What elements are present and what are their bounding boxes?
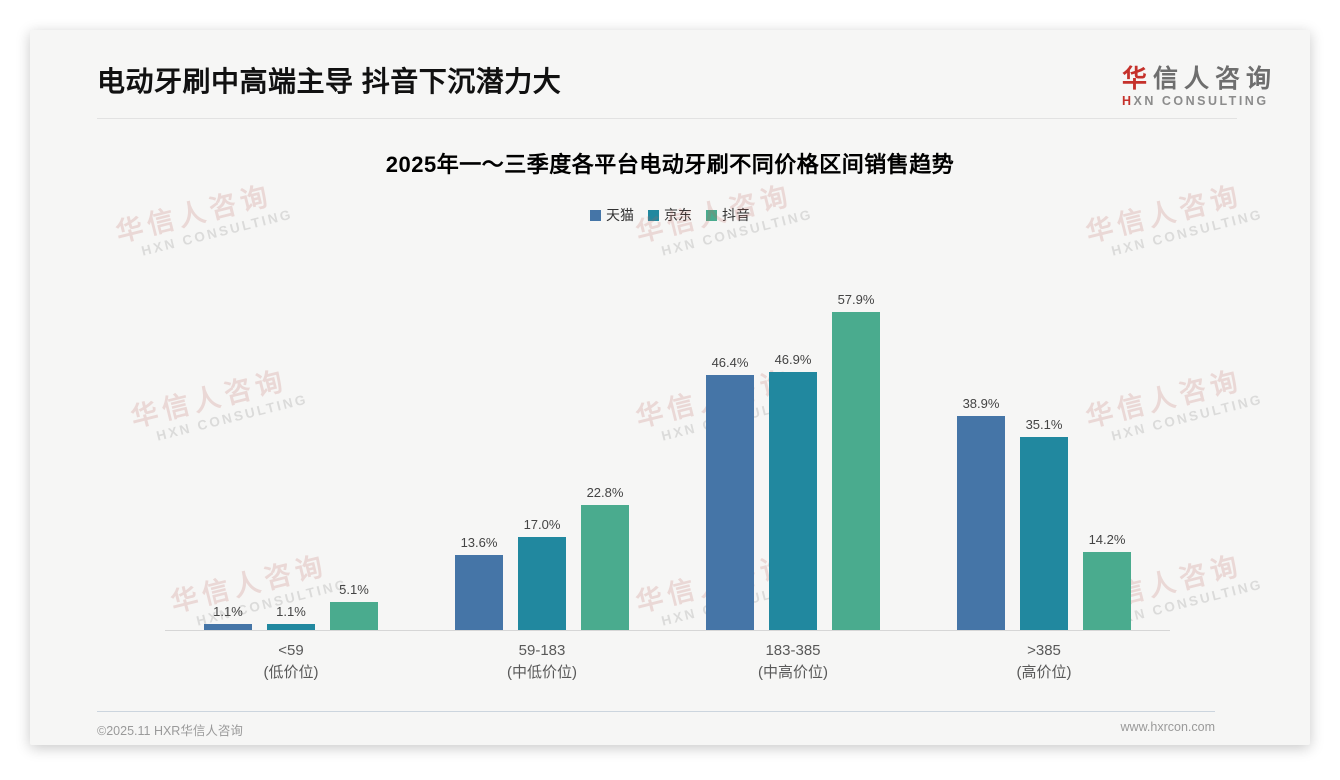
footer-copyright: ©2025.11 HXR华信人咨询 bbox=[97, 724, 243, 738]
bar-group: 46.4% 46.9% 57.9% bbox=[706, 292, 880, 630]
legend-label: 天猫 bbox=[606, 207, 634, 224]
bar-value-label: 13.6% bbox=[460, 535, 498, 550]
bar-抖音-183-385[interactable] bbox=[832, 312, 880, 630]
bar-value-label: 5.1% bbox=[339, 582, 369, 597]
category-label: 59-183 (中低价位) bbox=[507, 642, 577, 681]
bar-group: 13.6% 17.0% 22.8% bbox=[455, 485, 629, 630]
bar-value-label: 38.9% bbox=[962, 396, 1000, 411]
logo-cn-text: 华信人咨询 bbox=[1121, 65, 1277, 93]
legend-swatch bbox=[590, 209, 601, 221]
chart-plot: 1.1% 1.1% 5.1% 13.6% 17.0% 22.8% 46.4% 46.9% 57.… bbox=[165, 285, 1170, 631]
bar-京东-183-385[interactable] bbox=[769, 372, 817, 630]
bar-group: 1.1% 1.1% 5.1% bbox=[204, 582, 378, 630]
legend-item-京东[interactable]: 京东 bbox=[648, 205, 692, 225]
bar-抖音-<59[interactable] bbox=[330, 602, 378, 630]
header-divider bbox=[97, 118, 1237, 120]
bar-column: 57.9% bbox=[832, 292, 880, 630]
chart-categories: <59 (低价位) 59-183 (中低价位) 183-385 (中高价位) >385 (高价… bbox=[165, 640, 1170, 684]
bar-value-label: 22.8% bbox=[586, 485, 624, 500]
bar-column: 35.1% bbox=[1020, 417, 1068, 630]
bar-京东-59-183[interactable] bbox=[518, 537, 566, 630]
legend-item-抖音[interactable]: 抖音 bbox=[706, 205, 750, 225]
legend-label: 抖音 bbox=[722, 207, 750, 224]
bar-京东->385[interactable] bbox=[1020, 437, 1068, 630]
bar-抖音->385[interactable] bbox=[1083, 552, 1131, 630]
bar-value-label: 35.1% bbox=[1025, 417, 1063, 432]
bar-天猫->385[interactable] bbox=[957, 416, 1005, 630]
bar-value-label: 46.4% bbox=[711, 355, 749, 370]
category-label: >385 (高价位) bbox=[1016, 642, 1072, 681]
legend-swatch bbox=[706, 209, 717, 221]
bar-value-label: 17.0% bbox=[523, 517, 561, 532]
bar-column: 46.4% bbox=[706, 355, 754, 630]
bar-value-label: 46.9% bbox=[774, 352, 812, 367]
bar-column: 22.8% bbox=[581, 485, 629, 630]
legend-label: 京东 bbox=[664, 207, 692, 224]
company-logo: 华信人咨询 HXN CONSULTING bbox=[1121, 65, 1277, 108]
bar-抖音-59-183[interactable] bbox=[581, 505, 629, 630]
bar-column: 14.2% bbox=[1083, 532, 1131, 630]
bar-column: 13.6% bbox=[455, 535, 503, 630]
footer: ©2025.11 HXR华信人咨询 www.hxrcon.com bbox=[97, 711, 1215, 739]
bar-column: 38.9% bbox=[957, 396, 1005, 630]
bar-column: 1.1% bbox=[204, 604, 252, 630]
bar-column: 5.1% bbox=[330, 582, 378, 630]
bar-天猫-59-183[interactable] bbox=[455, 555, 503, 630]
bar-column: 1.1% bbox=[267, 604, 315, 630]
bar-group: 38.9% 35.1% 14.2% bbox=[957, 396, 1131, 630]
page-title: 电动牙刷中高端主导 抖音下沉潜力大 bbox=[97, 66, 562, 97]
chart-legend: 天猫 京东 抖音 bbox=[30, 205, 1310, 225]
logo-en-text: HXN CONSULTING bbox=[1121, 93, 1269, 108]
legend-swatch bbox=[648, 209, 659, 221]
bar-column: 17.0% bbox=[518, 517, 566, 630]
chart-title: 2025年一～三季度各平台电动牙刷不同价格区间销售趋势 bbox=[385, 152, 955, 178]
bar-天猫-<59[interactable] bbox=[204, 624, 252, 630]
header: 电动牙刷中高端主导 抖音下沉潜力大 华信人咨询 HXN CONSULTING bbox=[30, 30, 1310, 108]
bar-value-label: 1.1% bbox=[276, 604, 306, 619]
bar-value-label: 57.9% bbox=[837, 292, 875, 307]
bar-value-label: 14.2% bbox=[1088, 532, 1126, 547]
category-label: <59 (低价位) bbox=[263, 642, 319, 681]
bar-京东-<59[interactable] bbox=[267, 624, 315, 630]
category-label: 183-385 (中高价位) bbox=[758, 642, 828, 681]
legend-item-天猫[interactable]: 天猫 bbox=[590, 205, 634, 225]
footer-website: www.hxrcon.com bbox=[1120, 720, 1215, 734]
slide-card: 华信人咨询 HXN CONSULTING 华信人咨询 HXN CONSULTIN… bbox=[30, 30, 1310, 745]
bar-天猫-183-385[interactable] bbox=[706, 375, 754, 630]
bar-column: 46.9% bbox=[769, 352, 817, 630]
bar-value-label: 1.1% bbox=[213, 604, 243, 619]
